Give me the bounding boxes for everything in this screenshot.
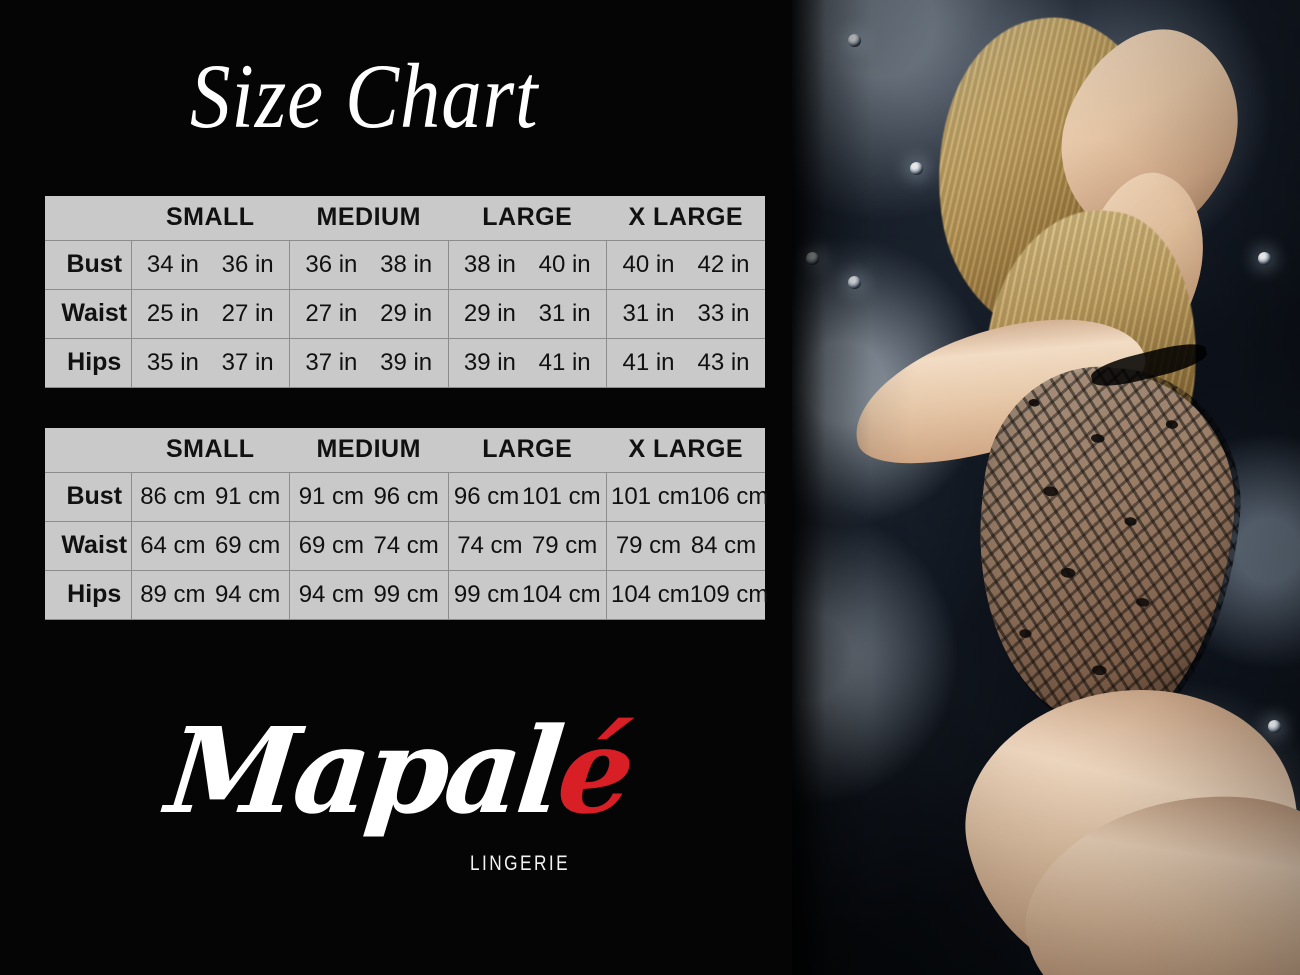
table-row: Bust 86 cm 91 cm 91 cm 96 cm 96 cm 101 cm 1… [45,471,768,522]
row-label-waist: Waist [45,288,132,339]
left-panel: Size Chart SMALL MEDIUM LARGE X LARGE Bu… [45,45,769,897]
cell-hips-medium: 37 in 39 in [289,337,449,388]
model-photo [790,0,1300,975]
cell-waist-small: 25 in 27 in [130,288,290,339]
cell-waist-x-large: 31 in 33 in [606,288,765,339]
cell-waist-large: 29 in 31 in [447,288,607,339]
table-row: Waist 25 in 27 in 27 in 29 in 29 in 31 in 3… [45,288,765,339]
row-label-waist: Waist [45,520,132,571]
brand-word-main: Mapal [160,701,567,840]
row-label-bust: Bust [45,471,132,522]
table-row: Waist 64 cm 69 cm 69 cm 74 cm 74 cm 79 cm 7… [45,520,765,571]
table-row: Bust 34 in 36 in 36 in 38 in 38 in 40 in 40… [45,239,765,290]
header-x-large: X LARGE [606,196,765,241]
header-corner [45,196,131,240]
table-inches-header: SMALL MEDIUM LARGE X LARGE [45,196,765,241]
brand-word-accent: é [551,701,638,840]
cell-bust-x-large: 101 cm 106 cm [606,471,768,522]
cell-waist-x-large: 79 cm 84 cm [606,520,765,571]
header-small: SMALL [131,428,290,473]
size-table-centimeters: SMALL MEDIUM LARGE X LARGE Bust 86 cm 91 … [45,428,768,620]
cell-hips-x-large: 41 in 43 in [606,337,765,388]
cell-hips-large: 39 in 41 in [447,337,607,388]
cell-bust-medium: 36 in 38 in [289,239,449,290]
model-figure [790,0,1300,975]
header-medium: MEDIUM [289,196,448,241]
header-x-large: X LARGE [606,428,765,473]
cell-bust-medium: 91 cm 96 cm [289,471,449,522]
header-corner [45,428,131,472]
header-medium: MEDIUM [289,428,448,473]
cell-hips-large: 99 cm 104 cm [447,569,607,620]
row-label-hips: Hips [45,569,132,620]
brand-wordmark: Mapalé [161,701,638,840]
header-small: SMALL [131,196,290,241]
header-large: LARGE [448,196,607,241]
cell-waist-small: 64 cm 69 cm [130,520,290,571]
table-row: Hips 35 in 37 in 37 in 39 in 39 in 41 in 41… [45,337,765,388]
cell-bust-small: 86 cm 91 cm [130,471,290,522]
row-label-hips: Hips [45,337,132,388]
page-title: Size Chart [190,45,539,147]
cell-waist-large: 74 cm 79 cm [447,520,607,571]
cell-waist-medium: 27 in 29 in [289,288,449,339]
cell-bust-large: 96 cm 101 cm [447,471,607,522]
cell-bust-large: 38 in 40 in [447,239,607,290]
cell-hips-medium: 94 cm 99 cm [289,569,449,620]
row-label-bust: Bust [45,239,132,290]
brand-logo: Mapalé LINGERIE [161,701,638,897]
cell-bust-small: 34 in 36 in [130,239,290,290]
brand-subtitle: LINGERIE [470,852,571,875]
cell-hips-x-large: 104 cm 109 cm [606,569,768,620]
cell-waist-medium: 69 cm 74 cm [289,520,449,571]
cell-bust-x-large: 40 in 42 in [606,239,765,290]
table-row: Hips 89 cm 94 cm 94 cm 99 cm 99 cm 104 cm 1… [45,569,768,620]
table-cm-header: SMALL MEDIUM LARGE X LARGE [45,428,765,473]
cell-hips-small: 35 in 37 in [130,337,290,388]
size-table-inches: SMALL MEDIUM LARGE X LARGE Bust 34 in 36 … [45,196,765,388]
header-large: LARGE [448,428,607,473]
cell-hips-small: 89 cm 94 cm [130,569,290,620]
